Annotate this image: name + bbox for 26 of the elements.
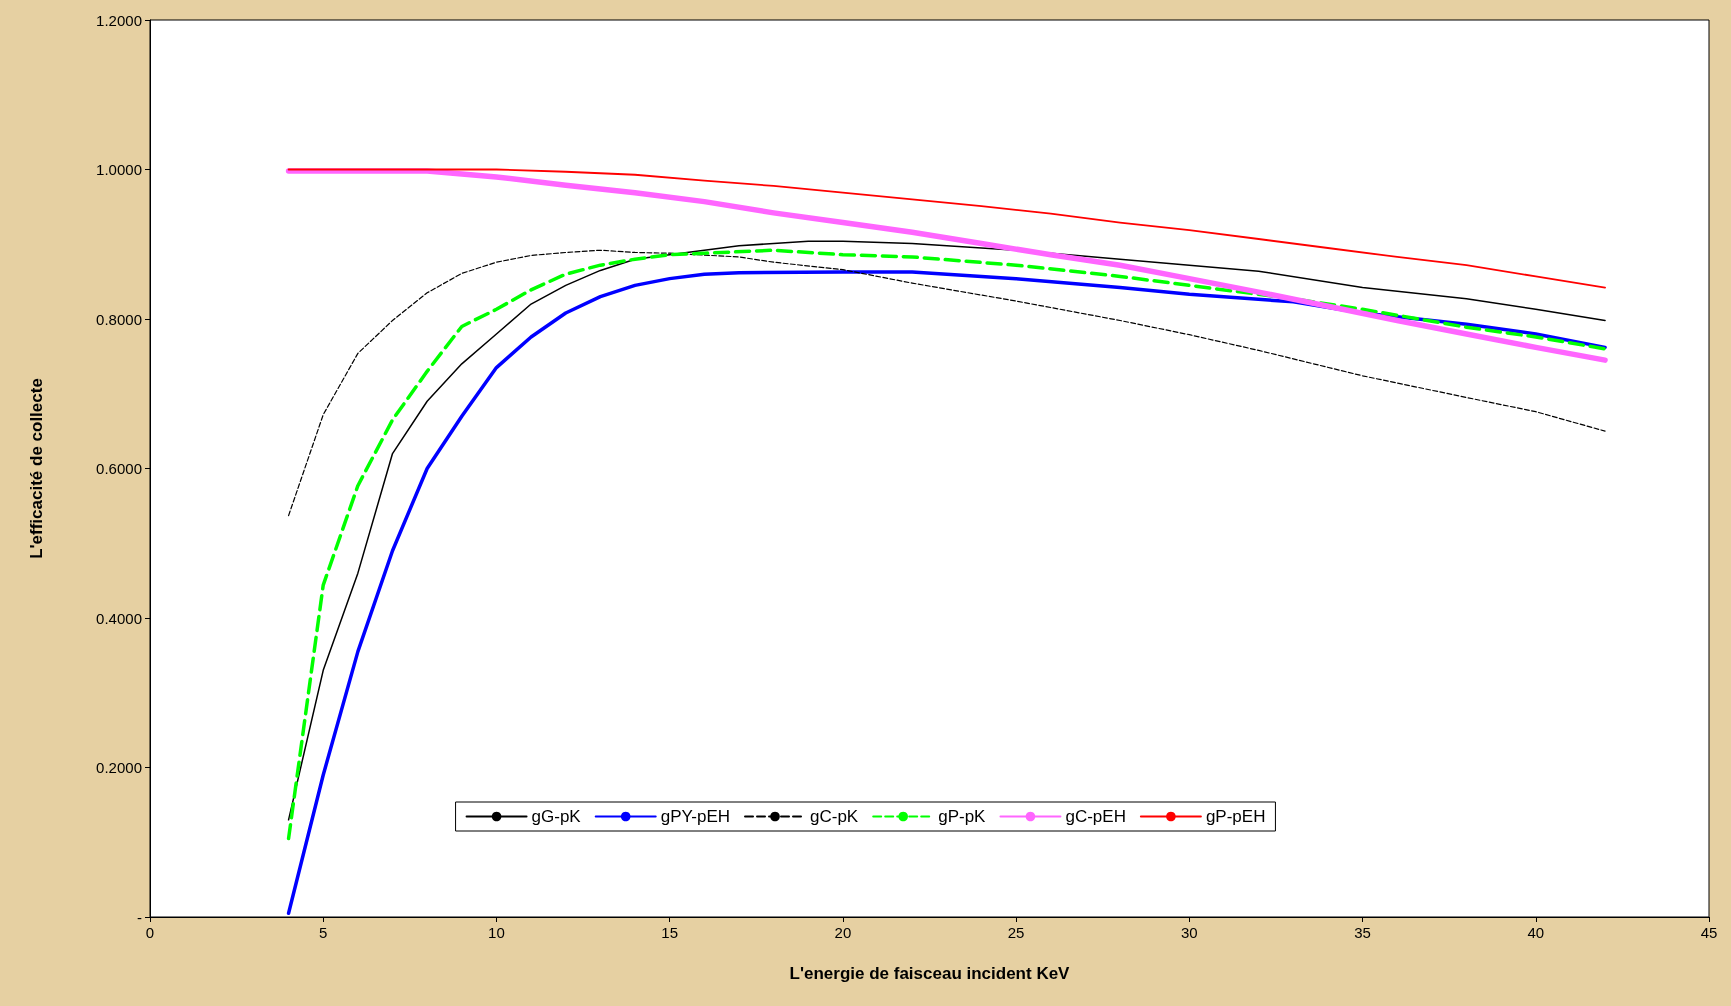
x-axis-title: L'energie de faisceau incident KeV <box>789 964 1071 983</box>
legend-label: gP-pEH <box>1205 807 1266 826</box>
y-tick-label: 1.0000 <box>96 161 142 178</box>
x-tick-label: 0 <box>145 924 155 941</box>
y-tick-label: 0.2000 <box>96 759 142 776</box>
legend-label: gPY-pEH <box>660 807 731 826</box>
y-tick-label: - <box>137 908 142 926</box>
y-tick-label: 0.6000 <box>96 460 142 477</box>
x-tick-label: 25 <box>1007 924 1025 941</box>
y-tick-label: 1.2000 <box>96 11 142 29</box>
x-tick-label: 30 <box>1180 924 1198 941</box>
x-tick-label: 15 <box>661 924 679 941</box>
y-tick-label: 0.8000 <box>96 310 142 328</box>
x-tick-label: 40 <box>1527 924 1545 941</box>
x-tick-label: 45 <box>1700 924 1718 941</box>
y-tick-label: 0.4000 <box>96 609 142 627</box>
x-tick-label: 20 <box>834 924 852 941</box>
legend-label: gC-pEH <box>1065 807 1126 826</box>
x-tick-label: 35 <box>1354 924 1371 941</box>
line-series <box>287 168 1606 289</box>
x-tick-label: 10 <box>488 924 505 941</box>
legend-label: gC-pK <box>810 807 859 826</box>
y-axis-title: L'efficacité de collecte <box>27 378 46 559</box>
legend-label: gP-pK <box>938 807 987 826</box>
x-tick-label: 5 <box>319 924 328 941</box>
legend-label: gG-pK <box>531 807 582 826</box>
